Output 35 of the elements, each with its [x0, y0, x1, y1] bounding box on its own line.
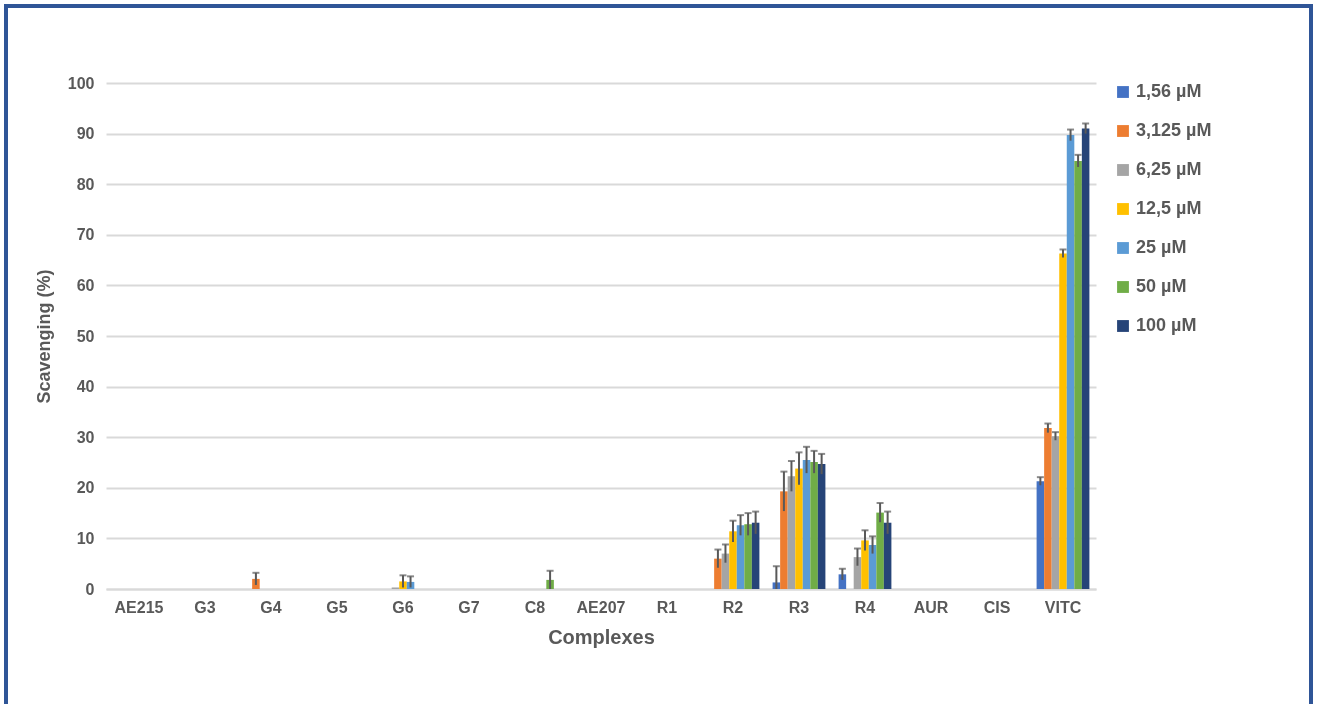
y-tick-label: 30	[76, 428, 95, 446]
y-tick-label: 50	[76, 327, 95, 345]
x-tick-label: C8	[524, 598, 546, 616]
y-tick-label: 80	[76, 175, 95, 193]
x-tick-label: R3	[788, 598, 810, 616]
y-tick-label: 70	[76, 226, 95, 244]
legend-label: 12,5 µM	[1136, 198, 1202, 218]
x-axis-title: Complexes	[548, 625, 655, 648]
x-tick-label: R1	[656, 598, 678, 616]
y-axis-title: Scavenging (%)	[33, 269, 54, 404]
x-tick-label: R4	[854, 598, 876, 616]
x-tick-label: G3	[194, 598, 216, 616]
x-tick-label: R2	[722, 598, 744, 616]
x-tick-label: AE215	[114, 598, 164, 616]
x-tick-label: VITC	[1044, 598, 1082, 616]
y-tick-label: 90	[76, 125, 95, 143]
legend-label: 1,56 µM	[1136, 81, 1202, 101]
legend-label: 6,25 µM	[1136, 159, 1202, 179]
legend-label: 25 µM	[1136, 237, 1187, 257]
x-tick-label: G5	[326, 598, 348, 616]
y-tick-label: 100	[67, 74, 95, 92]
y-tick-label: 20	[76, 479, 95, 497]
y-tick-label: 0	[85, 580, 95, 598]
y-tick-label: 40	[76, 378, 95, 396]
legend-label: 100 µM	[1136, 315, 1197, 335]
x-tick-label: AE207	[576, 598, 626, 616]
x-tick-label: AUR	[913, 598, 949, 616]
y-tick-label: 60	[76, 276, 95, 294]
legend-label: 50 µM	[1136, 276, 1187, 296]
legend-label: 3,125 µM	[1136, 120, 1212, 140]
x-tick-label: CIS	[983, 598, 1011, 616]
y-tick-label: 10	[76, 529, 95, 547]
x-tick-label: G7	[458, 598, 480, 616]
x-tick-label: G4	[260, 598, 282, 616]
x-tick-label: G6	[392, 598, 414, 616]
